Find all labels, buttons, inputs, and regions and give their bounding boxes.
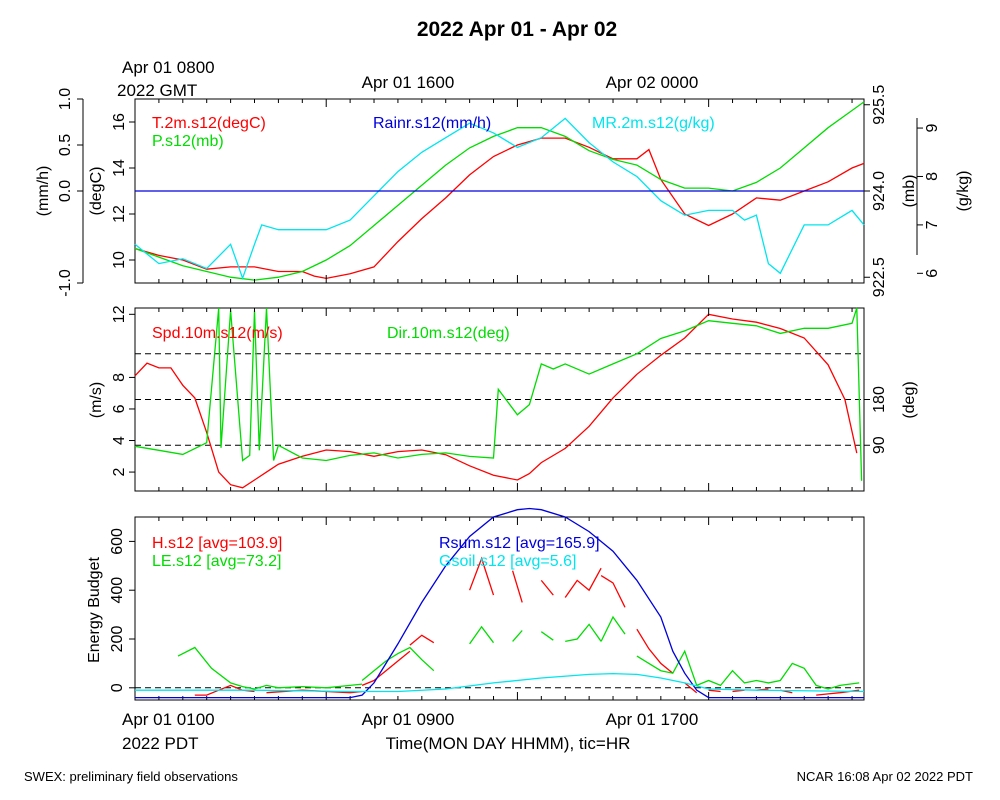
mr-axis-label: (g/kg) xyxy=(955,171,972,212)
rain-tick-label: 1.0 xyxy=(57,88,74,110)
panel-bottom: Energy Budget 0 200 400 600 H.s12 [avg=103.… xyxy=(86,99,865,701)
energy-tick-label: 400 xyxy=(109,577,126,604)
series-bot-0-seg-8 xyxy=(600,575,626,608)
series-top-1 xyxy=(134,101,865,281)
speed-tick-label: 6 xyxy=(111,404,128,413)
legend-latent-heat: LE.s12 [avg=73.2] xyxy=(152,553,281,570)
series-mid-0 xyxy=(134,313,858,489)
temp-tick-label: 14 xyxy=(111,159,128,177)
rain-tick-label: 0.5 xyxy=(57,134,74,156)
top-time-label-3: Apr 01 1600 xyxy=(362,73,455,92)
temp-tick-label: 10 xyxy=(111,251,128,269)
energy-tick-label: 0 xyxy=(109,683,126,692)
legend-direction: Dir.10m.s12(deg) xyxy=(387,325,510,342)
series-bot-0-seg-6 xyxy=(540,579,554,596)
energy-tick-label: 200 xyxy=(109,626,126,653)
series-bot-3 xyxy=(135,672,865,693)
series-bot-1-seg-7 xyxy=(636,649,860,690)
legend-soil-heat: Gsoil.s12 [avg=5.6] xyxy=(439,553,576,570)
speed-tick-label: 8 xyxy=(111,373,128,382)
series-bot-0-seg-2 xyxy=(361,650,411,687)
series-bot-0-seg-3 xyxy=(409,634,435,646)
top-time-label-2: 2022 GMT xyxy=(117,81,197,100)
panel-middle: (m/s) (deg) 2 4 6 8 12 90 180 Spd.10m.s12(m/s)… xyxy=(88,305,918,492)
series-bot-0-seg-5 xyxy=(511,570,523,603)
pres-tick-label: 924.0 xyxy=(871,171,888,211)
bottom-time-label-3: Apr 01 0900 xyxy=(362,710,455,729)
series-bot-1-seg-2 xyxy=(469,625,495,645)
series-bot-1-seg-6 xyxy=(600,615,626,642)
series-bot-0-seg-11 xyxy=(708,689,721,693)
series-bot-1-seg-1 xyxy=(361,646,435,682)
mr-tick-label: 6 xyxy=(924,269,941,278)
top-time-label-4: Apr 02 0000 xyxy=(606,73,699,92)
top-time-label-1: Apr 01 0800 xyxy=(122,58,215,77)
pres-axis-label: (mb) xyxy=(901,175,918,208)
series-top-2 xyxy=(134,117,865,281)
pres-tick-label: 922.5 xyxy=(871,257,888,297)
temp-tick-label: 16 xyxy=(111,113,128,131)
temp-tick-label: 12 xyxy=(111,205,128,223)
dir-axis-label: (deg) xyxy=(901,381,918,418)
rain-tick-label: -1.0 xyxy=(57,269,74,297)
mr-tick-label: 9 xyxy=(924,124,941,133)
page-title: 2022 Apr 01 - Apr 02 xyxy=(417,18,617,41)
legend-rain: Rainr.s12(mm/h) xyxy=(373,115,491,132)
mr-tick-label: 8 xyxy=(924,172,941,181)
bottom-time-label-2: 2022 PDT xyxy=(122,734,199,753)
legend-sensible-heat: H.s12 [avg=103.9] xyxy=(152,535,282,552)
x-axis-label: Time(MON DAY HHMM), tic=HR xyxy=(386,734,631,753)
rain-tick-label: 0.0 xyxy=(57,180,74,202)
energy-tick-label: 600 xyxy=(109,528,126,555)
temp-axis-label: (degC) xyxy=(88,167,105,216)
series-bot-1-seg-4 xyxy=(540,631,554,641)
footer-left: SWEX: preliminary field observations xyxy=(24,769,238,784)
rain-axis-label: (mm/h) xyxy=(35,166,52,217)
speed-tick-label: 2 xyxy=(111,468,128,477)
panel-top: (mm/h) (degC) (mb) (g/kg) -1.0 0.0 0.5 1.0 1… xyxy=(35,85,972,298)
legend-speed: Spd.10m.s12(m/s) xyxy=(152,325,283,342)
speed-tick-label: 4 xyxy=(111,436,128,445)
series-bot-0-seg-10 xyxy=(684,682,698,694)
series-bot-2 xyxy=(135,507,864,699)
bottom-time-label-1: Apr 01 0100 xyxy=(122,710,215,729)
legend-mixing-ratio: MR.2m.s12(g/kg) xyxy=(592,115,715,132)
series-bot-1-seg-0 xyxy=(177,646,363,690)
legend-pressure: P.s12(mb) xyxy=(152,133,224,150)
speed-tick-label: 12 xyxy=(111,305,128,323)
series-bot-0-seg-4 xyxy=(468,556,495,596)
pres-tick-label: 925.5 xyxy=(871,85,888,125)
series-bot-1-seg-5 xyxy=(565,623,602,643)
series-bot-0-seg-9 xyxy=(636,628,674,674)
panel-bottom-frame xyxy=(134,516,865,701)
footer-right: NCAR 16:08 Apr 02 2022 PDT xyxy=(797,769,973,784)
series-mid-1 xyxy=(134,307,863,481)
series-bot-1-seg-3 xyxy=(512,630,523,642)
legend-radiation: Rsum.s12 [avg=165.9] xyxy=(439,535,600,552)
series-top-0 xyxy=(134,137,865,280)
series-bot-0-seg-7 xyxy=(564,567,602,598)
dir-tick-label: 180 xyxy=(871,386,888,413)
speed-axis-label: (m/s) xyxy=(88,382,105,418)
energy-axis-label: Energy Budget xyxy=(86,557,103,663)
dir-tick-label: 90 xyxy=(871,436,888,454)
mr-tick-label: 7 xyxy=(924,220,941,229)
bottom-time-label-4: Apr 01 1700 xyxy=(606,710,699,729)
legend-temp: T.2m.s12(degC) xyxy=(152,115,266,132)
